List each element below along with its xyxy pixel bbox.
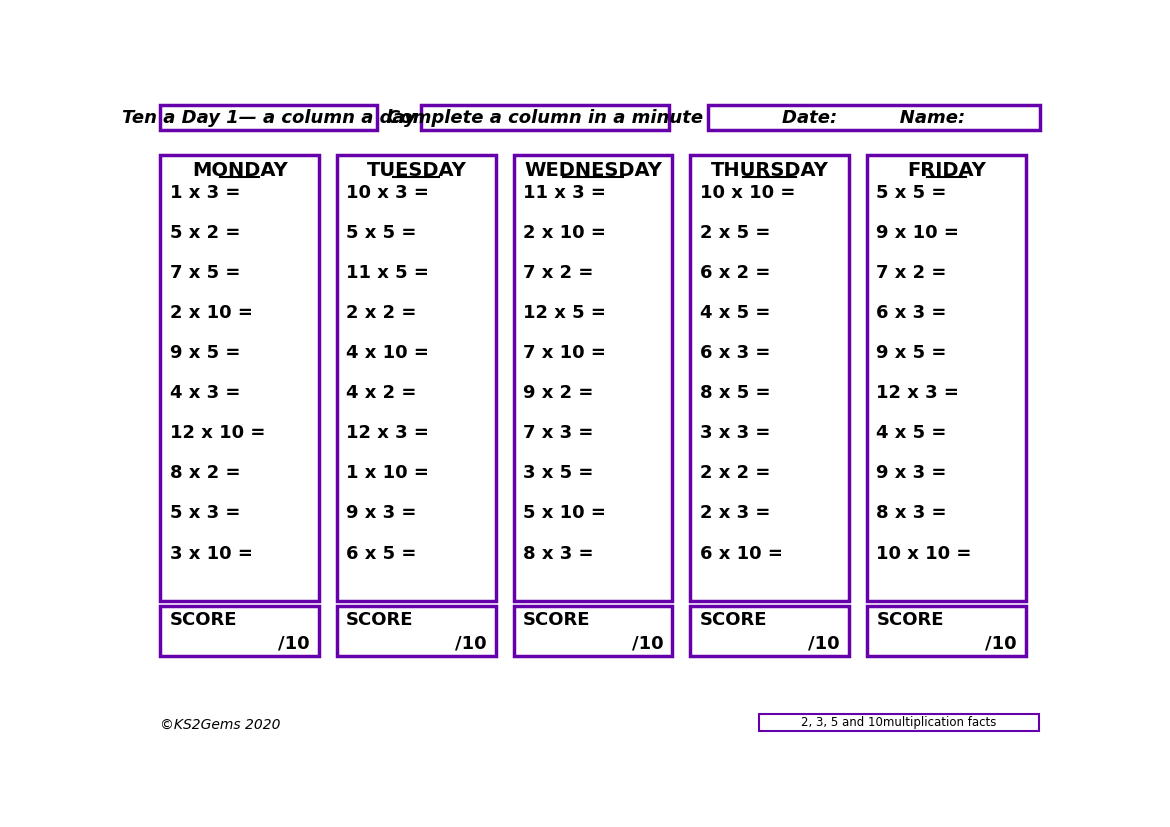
Text: /10: /10 (278, 634, 310, 653)
Text: 1 x 10 =: 1 x 10 = (346, 465, 429, 482)
Text: 9 x 10 =: 9 x 10 = (876, 224, 959, 242)
FancyBboxPatch shape (690, 155, 849, 601)
Text: 6 x 10 =: 6 x 10 = (700, 544, 783, 562)
Text: 8 x 3 =: 8 x 3 = (523, 544, 593, 562)
Text: Complete a column in a minute: Complete a column in a minute (387, 108, 703, 127)
Text: 9 x 5 =: 9 x 5 = (170, 344, 240, 362)
Text: 10 x 3 =: 10 x 3 = (346, 184, 429, 202)
Text: 12 x 3 =: 12 x 3 = (346, 424, 429, 442)
Text: SCORE: SCORE (523, 611, 591, 629)
Text: 7 x 2 =: 7 x 2 = (876, 265, 947, 282)
Text: 1 x 3 =: 1 x 3 = (170, 184, 240, 202)
Text: 5 x 2 =: 5 x 2 = (170, 224, 240, 242)
Text: MONDAY: MONDAY (192, 160, 288, 179)
Text: 2 x 10 =: 2 x 10 = (170, 304, 253, 323)
Text: SCORE: SCORE (170, 611, 238, 629)
Text: 9 x 5 =: 9 x 5 = (876, 344, 947, 362)
FancyBboxPatch shape (867, 606, 1026, 656)
Text: 11 x 5 =: 11 x 5 = (346, 265, 429, 282)
Text: 12 x 5 =: 12 x 5 = (523, 304, 606, 323)
Text: 4 x 2 =: 4 x 2 = (346, 385, 417, 403)
Text: 7 x 10 =: 7 x 10 = (523, 344, 606, 362)
FancyBboxPatch shape (160, 155, 319, 601)
Text: SCORE: SCORE (700, 611, 768, 629)
Text: /10: /10 (985, 634, 1017, 653)
Text: TUESDAY: TUESDAY (366, 160, 467, 179)
FancyBboxPatch shape (758, 715, 1039, 731)
Text: 12 x 10 =: 12 x 10 = (170, 424, 264, 442)
Text: Date:          Name:: Date: Name: (783, 108, 965, 127)
Text: 10 x 10 =: 10 x 10 = (700, 184, 794, 202)
Text: /10: /10 (632, 634, 663, 653)
Text: 2, 3, 5 and 10multiplication facts: 2, 3, 5 and 10multiplication facts (801, 716, 997, 729)
FancyBboxPatch shape (160, 105, 377, 130)
FancyBboxPatch shape (708, 105, 1040, 130)
Text: 4 x 3 =: 4 x 3 = (170, 385, 240, 403)
FancyBboxPatch shape (514, 606, 673, 656)
Text: 3 x 3 =: 3 x 3 = (700, 424, 770, 442)
Text: 7 x 3 =: 7 x 3 = (523, 424, 593, 442)
Text: 5 x 3 =: 5 x 3 = (170, 504, 240, 523)
FancyBboxPatch shape (337, 155, 496, 601)
Text: ©KS2Gems 2020: ©KS2Gems 2020 (160, 719, 281, 732)
Text: 7 x 5 =: 7 x 5 = (170, 265, 240, 282)
Text: 12 x 3 =: 12 x 3 = (876, 385, 959, 403)
Text: SCORE: SCORE (876, 611, 944, 629)
Text: WEDNESDAY: WEDNESDAY (524, 160, 662, 179)
FancyBboxPatch shape (160, 606, 319, 656)
Text: 2 x 2 =: 2 x 2 = (700, 465, 770, 482)
Text: 9 x 3 =: 9 x 3 = (876, 465, 947, 482)
FancyBboxPatch shape (867, 155, 1026, 601)
Text: 2 x 3 =: 2 x 3 = (700, 504, 770, 523)
Text: 4 x 5 =: 4 x 5 = (876, 424, 947, 442)
Text: 6 x 3 =: 6 x 3 = (700, 344, 770, 362)
Text: SCORE: SCORE (346, 611, 414, 629)
Text: 3 x 5 =: 3 x 5 = (523, 465, 593, 482)
Text: 6 x 5 =: 6 x 5 = (346, 544, 417, 562)
Text: 2 x 10 =: 2 x 10 = (523, 224, 606, 242)
Text: 2 x 2 =: 2 x 2 = (346, 304, 417, 323)
FancyBboxPatch shape (514, 155, 673, 601)
Text: 9 x 2 =: 9 x 2 = (523, 385, 593, 403)
Text: 5 x 10 =: 5 x 10 = (523, 504, 606, 523)
Text: 8 x 5 =: 8 x 5 = (700, 385, 770, 403)
Text: 11 x 3 =: 11 x 3 = (523, 184, 606, 202)
Text: 7 x 2 =: 7 x 2 = (523, 265, 593, 282)
Text: 9 x 3 =: 9 x 3 = (346, 504, 417, 523)
Text: 2 x 5 =: 2 x 5 = (700, 224, 770, 242)
Text: /10: /10 (808, 634, 840, 653)
Text: 5 x 5 =: 5 x 5 = (346, 224, 417, 242)
Text: Ten a Day 1— a column a day: Ten a Day 1— a column a day (122, 108, 415, 127)
Text: THURSDAY: THURSDAY (711, 160, 828, 179)
Text: 8 x 3 =: 8 x 3 = (876, 504, 947, 523)
Text: 8 x 2 =: 8 x 2 = (170, 465, 240, 482)
Text: 10 x 10 =: 10 x 10 = (876, 544, 971, 562)
Text: 4 x 10 =: 4 x 10 = (346, 344, 429, 362)
Text: FRIDAY: FRIDAY (907, 160, 986, 179)
Text: /10: /10 (455, 634, 487, 653)
Text: 6 x 2 =: 6 x 2 = (700, 265, 770, 282)
Text: 3 x 10 =: 3 x 10 = (170, 544, 253, 562)
Text: 4 x 5 =: 4 x 5 = (700, 304, 770, 323)
FancyBboxPatch shape (337, 606, 496, 656)
Text: 5 x 5 =: 5 x 5 = (876, 184, 947, 202)
FancyBboxPatch shape (421, 105, 669, 130)
Text: 6 x 3 =: 6 x 3 = (876, 304, 947, 323)
FancyBboxPatch shape (690, 606, 849, 656)
